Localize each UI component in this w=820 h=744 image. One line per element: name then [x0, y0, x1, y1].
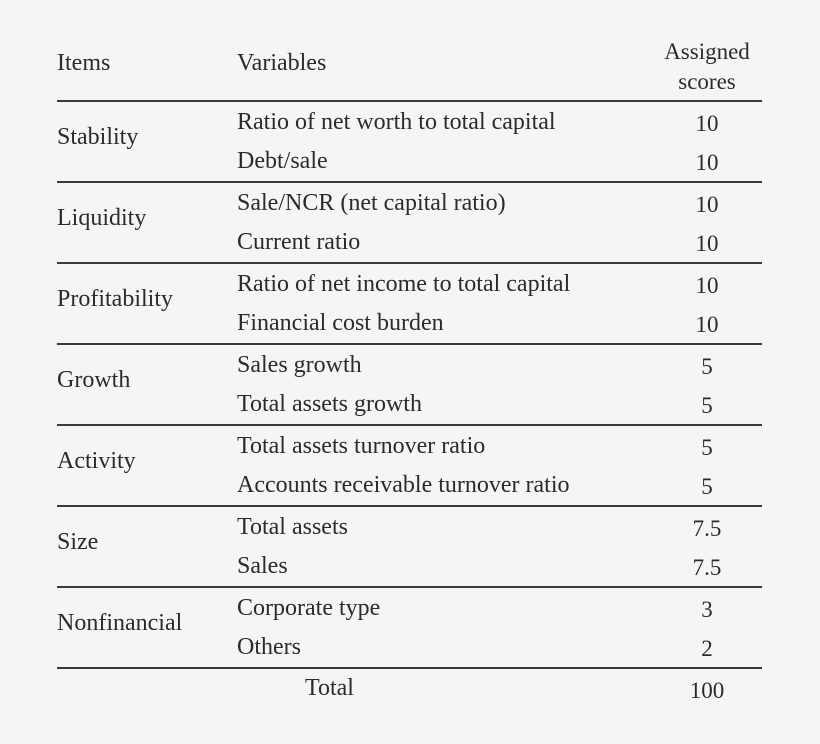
- table-row: Sales growth 5: [237, 347, 762, 387]
- table-header: Items Variables Assigned scores: [57, 34, 762, 102]
- variable-cell: Debt/sale: [237, 148, 328, 174]
- header-items: Items: [57, 50, 111, 76]
- variable-cell: Others: [237, 634, 301, 660]
- score-cell: 5: [701, 474, 713, 499]
- variable-cell: Sales: [237, 553, 288, 579]
- variable-cell: Total assets turnover ratio: [237, 433, 486, 459]
- group-nonfinancial: Nonfinancial Corporate type 3 Others 2: [57, 588, 762, 669]
- score-cell: 2: [701, 636, 713, 661]
- group-stability: Stability Ratio of net worth to total ca…: [57, 102, 762, 183]
- item-label: Nonfinancial: [57, 610, 183, 636]
- item-label: Profitability: [57, 286, 173, 312]
- item-label: Stability: [57, 124, 139, 150]
- item-label: Growth: [57, 367, 131, 393]
- header-variables: Variables: [237, 50, 327, 76]
- table-row: Others 2: [237, 629, 762, 669]
- item-label: Liquidity: [57, 205, 147, 231]
- variable-cell: Ratio of net worth to total capital: [237, 109, 556, 135]
- item-label: Activity: [57, 448, 136, 474]
- header-scores-line2: scores: [678, 69, 736, 94]
- variable-cell: Ratio of net income to total capital: [237, 271, 571, 297]
- variable-cell: Financial cost burden: [237, 310, 444, 336]
- group-growth: Growth Sales growth 5 Total assets growt…: [57, 345, 762, 426]
- group-liquidity: Liquidity Sale/NCR (net capital ratio) 1…: [57, 183, 762, 264]
- score-cell: 5: [701, 393, 713, 418]
- table-row: Current ratio 10: [237, 224, 762, 264]
- score-cell: 7.5: [692, 516, 722, 541]
- table-row: Ratio of net worth to total capital 10: [237, 104, 762, 144]
- variable-cell: Total assets: [237, 514, 348, 540]
- score-cell: 10: [695, 231, 719, 256]
- variable-cell: Current ratio: [237, 229, 361, 255]
- score-cell: 10: [695, 273, 719, 298]
- scores-table: Items Variables Assigned scores Stabilit…: [57, 34, 762, 709]
- total-label: Total: [305, 675, 354, 701]
- total-row: Total 100: [57, 669, 762, 709]
- table-row: Total assets 7.5: [237, 509, 762, 549]
- group-profitability: Profitability Ratio of net income to tot…: [57, 264, 762, 345]
- score-cell: 10: [695, 192, 719, 217]
- score-cell: 10: [695, 312, 719, 337]
- table-row: Accounts receivable turnover ratio 5: [237, 467, 762, 507]
- group-activity: Activity Total assets turnover ratio 5 A…: [57, 426, 762, 507]
- score-cell: 10: [695, 150, 719, 175]
- header-assigned-scores: Assigned scores: [652, 37, 762, 97]
- table-row: Sale/NCR (net capital ratio) 10: [237, 185, 762, 225]
- table-row: Ratio of net income to total capital 10: [237, 266, 762, 306]
- total-score: 100: [689, 678, 725, 703]
- table-row: Sales 7.5: [237, 548, 762, 588]
- variable-cell: Total assets growth: [237, 391, 422, 417]
- score-cell: 5: [701, 435, 713, 460]
- score-cell: 5: [701, 354, 713, 379]
- variable-cell: Corporate type: [237, 595, 381, 621]
- variable-cell: Accounts receivable turnover ratio: [237, 472, 570, 498]
- header-scores-line1: Assigned: [664, 39, 750, 64]
- table-row: Total assets growth 5: [237, 386, 762, 426]
- table-row: Debt/sale 10: [237, 143, 762, 183]
- score-cell: 10: [695, 111, 719, 136]
- score-cell: 3: [701, 597, 713, 622]
- table-row: Financial cost burden 10: [237, 305, 762, 345]
- table-row: Total assets turnover ratio 5: [237, 428, 762, 468]
- group-size: Size Total assets 7.5 Sales 7.5: [57, 507, 762, 588]
- table-row: Corporate type 3: [237, 590, 762, 630]
- score-cell: 7.5: [692, 555, 722, 580]
- variable-cell: Sale/NCR (net capital ratio): [237, 190, 506, 216]
- variable-cell: Sales growth: [237, 352, 362, 378]
- item-label: Size: [57, 529, 99, 555]
